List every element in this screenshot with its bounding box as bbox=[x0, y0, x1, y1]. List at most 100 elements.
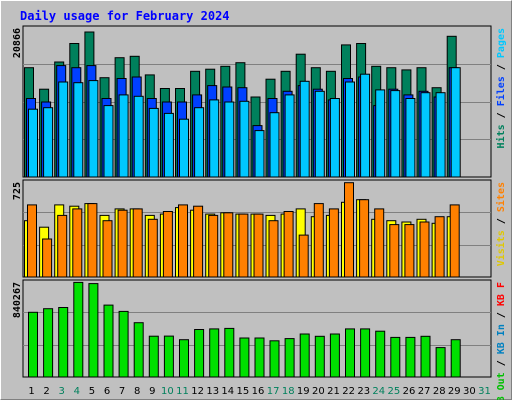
chart-title: Daily usage for February 2024 bbox=[20, 9, 230, 23]
bar-sites-day-4 bbox=[72, 208, 83, 278]
legend-visits: Visits bbox=[495, 230, 507, 266]
day-label-18: 18 bbox=[282, 386, 295, 397]
bar-pages-day-24 bbox=[375, 89, 386, 178]
bar-sites-day-20 bbox=[313, 203, 324, 278]
bar-pages-day-14 bbox=[224, 101, 235, 178]
day-label-1: 1 bbox=[28, 386, 34, 397]
bar-kb-out-day-29 bbox=[450, 339, 461, 378]
day-label-17: 17 bbox=[267, 386, 280, 397]
day-label-3: 3 bbox=[59, 386, 65, 397]
legend-sep: / bbox=[496, 106, 507, 124]
bar-pages-day-10 bbox=[163, 112, 174, 178]
bar-kb-out-day-5 bbox=[88, 283, 99, 378]
bar-kb-out-day-7 bbox=[118, 310, 129, 378]
y-max-label-hits: 20866 bbox=[12, 28, 23, 58]
bar-pages-day-4 bbox=[73, 82, 84, 178]
bar-pages-day-29 bbox=[450, 67, 461, 178]
bar-sites-day-12 bbox=[193, 205, 204, 278]
bar-sites-day-13 bbox=[208, 214, 219, 278]
bar-sites-day-3 bbox=[57, 214, 68, 278]
x-axis-day-labels: 1 2 3 4 5 6 7 8 9 10 11 12 13 14 15 16 17 18 19 20 21 22 23 24 2… bbox=[28, 386, 491, 397]
bar-sites-day-15 bbox=[238, 213, 249, 278]
bar-kb-out-day-26 bbox=[405, 336, 416, 378]
bar-kb-out-day-14 bbox=[224, 327, 235, 378]
bar-kb-out-day-27 bbox=[420, 335, 431, 378]
bar-pages-day-23 bbox=[360, 73, 371, 178]
bar-sites-day-1 bbox=[27, 204, 37, 278]
bar-kb-out-day-3 bbox=[58, 307, 69, 378]
bar-sites-day-8 bbox=[132, 208, 143, 278]
bar-sites-day-27 bbox=[419, 221, 430, 278]
legend-pages: Pages bbox=[496, 28, 507, 58]
day-label-25: 25 bbox=[388, 386, 401, 397]
bar-sites-day-6 bbox=[102, 220, 113, 278]
day-label-12: 12 bbox=[191, 386, 204, 397]
day-label-27: 27 bbox=[418, 386, 431, 397]
legend-sep: / bbox=[496, 354, 507, 372]
bar-sites-day-5 bbox=[87, 203, 98, 278]
day-label-9: 9 bbox=[149, 386, 155, 397]
legend-sep: / bbox=[496, 212, 507, 230]
bar-sites-day-28 bbox=[434, 216, 445, 278]
legend-visits-sites: Visits / Sites bbox=[495, 182, 507, 266]
bar-pages-day-8 bbox=[133, 95, 144, 178]
day-label-19: 19 bbox=[297, 386, 310, 397]
legend-files: Files bbox=[495, 76, 507, 106]
bar-kb-out-day-28 bbox=[435, 347, 446, 378]
bar-pages-day-28 bbox=[435, 92, 446, 178]
day-label-16: 16 bbox=[252, 386, 265, 397]
bar-kb-out-day-12 bbox=[194, 329, 205, 378]
bar-pages-day-19 bbox=[299, 80, 310, 178]
day-label-6: 6 bbox=[104, 386, 110, 397]
bar-kb-out-day-19 bbox=[299, 333, 310, 378]
bar-sites-day-10 bbox=[162, 211, 173, 278]
day-label-11: 11 bbox=[176, 386, 189, 397]
bar-kb-out-day-15 bbox=[239, 337, 250, 378]
bar-kb-out-day-25 bbox=[390, 336, 401, 378]
day-label-8: 8 bbox=[134, 386, 140, 397]
legend-sep: / bbox=[496, 306, 507, 324]
bar-sites-day-18 bbox=[283, 211, 294, 278]
bar-sites-day-7 bbox=[117, 209, 128, 278]
bar-pages-day-21 bbox=[329, 98, 340, 178]
bar-sites-day-29 bbox=[449, 204, 460, 278]
bar-pages-day-15 bbox=[239, 100, 250, 178]
bar-kb-out-day-16 bbox=[254, 337, 265, 378]
bar-kb-out-day-18 bbox=[284, 338, 295, 378]
bar-kb-out-day-23 bbox=[360, 328, 371, 378]
bar-sites-day-19 bbox=[298, 234, 309, 278]
bar-pages-day-16 bbox=[254, 130, 265, 178]
day-label-31: 31 bbox=[478, 386, 491, 397]
legend-kb-f: KB F bbox=[496, 282, 507, 306]
bar-kb-out-day-17 bbox=[269, 340, 280, 378]
legend-sep: / bbox=[496, 58, 507, 76]
bar-kb-out-day-9 bbox=[148, 335, 159, 378]
bar-kb-out-day-21 bbox=[329, 333, 340, 378]
bar-kb-out-day-11 bbox=[179, 339, 189, 378]
day-label-14: 14 bbox=[221, 386, 234, 397]
bar-kb-out-day-10 bbox=[163, 335, 174, 378]
bar-kb-out-day-13 bbox=[209, 328, 220, 378]
bar-kb-out-day-24 bbox=[375, 330, 386, 378]
bar-pages-day-2 bbox=[43, 107, 54, 178]
day-label-29: 29 bbox=[448, 386, 461, 397]
bar-sites-day-26 bbox=[404, 224, 415, 278]
bar-sites-day-22 bbox=[344, 182, 354, 278]
panel-hits-files-pages bbox=[22, 25, 492, 178]
bar-sites-day-17 bbox=[268, 220, 279, 278]
day-label-2: 2 bbox=[43, 386, 49, 397]
bar-pages-day-12 bbox=[194, 107, 205, 178]
bar-sites-day-9 bbox=[147, 218, 158, 278]
bar-sites-day-2 bbox=[42, 238, 53, 278]
bar-pages-day-18 bbox=[284, 94, 295, 178]
bar-sites-day-16 bbox=[253, 213, 264, 278]
bar-pages-day-20 bbox=[314, 90, 325, 178]
legend-kb-in: KB In bbox=[496, 324, 507, 354]
panel-visits-sites bbox=[22, 179, 492, 278]
bar-pages-day-11 bbox=[179, 118, 189, 178]
legend-sites: Sites bbox=[495, 182, 507, 212]
day-label-5: 5 bbox=[89, 386, 95, 397]
day-label-7: 7 bbox=[119, 386, 125, 397]
bar-pages-day-3 bbox=[58, 81, 69, 178]
